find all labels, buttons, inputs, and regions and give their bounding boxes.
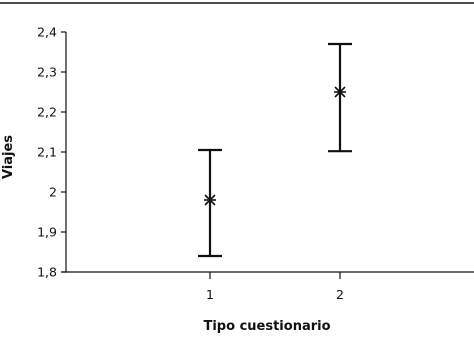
y-tick-label: 1,8 <box>37 265 57 280</box>
y-tick-label: 2,2 <box>37 105 57 120</box>
y-axis-title: Viajes <box>1 135 16 179</box>
y-tick-label: 2,4 <box>37 25 57 40</box>
x-axis-title: Tipo cuestionario <box>203 319 330 334</box>
y-tick-label: 2,3 <box>37 65 57 80</box>
y-tick-label: 1,9 <box>37 225 57 240</box>
mean-marker <box>204 194 216 206</box>
x-tick-label: 2 <box>336 287 344 302</box>
y-axis-ticks: 1,8 1,9 2 2,1 2,2 2,3 2,4 <box>37 25 66 280</box>
error-bars <box>198 42 352 258</box>
mean-marker <box>334 86 346 98</box>
y-tick-label: 2,1 <box>37 145 57 160</box>
x-tick-label: 1 <box>206 287 214 302</box>
y-tick-label: 2 <box>49 185 57 200</box>
